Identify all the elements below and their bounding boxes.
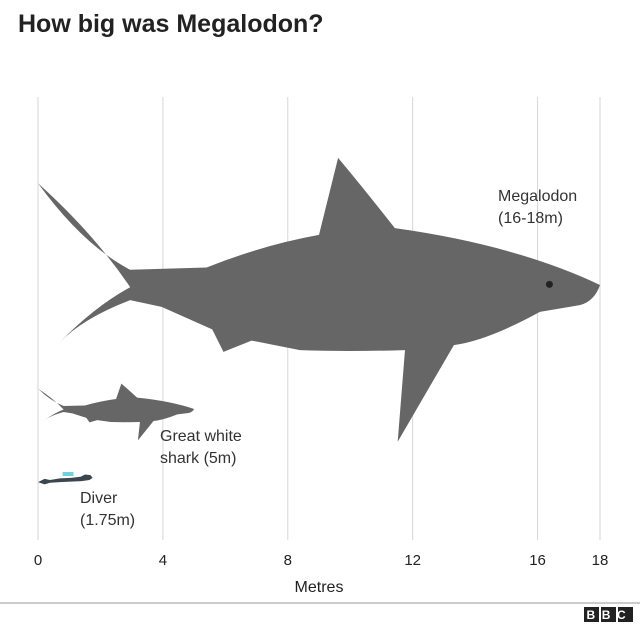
logo-box xyxy=(618,607,633,622)
shark xyxy=(38,157,600,442)
diver-tank xyxy=(62,472,74,476)
shark-eye xyxy=(545,280,553,288)
item-size: (1.75m) xyxy=(80,512,136,529)
item-label: Diver (1.75m) xyxy=(80,488,152,532)
x-tick-label: 12 xyxy=(404,552,421,569)
source-logo: BBC xyxy=(587,608,633,622)
item-name: Great white shark xyxy=(160,428,242,467)
x-axis-label: Metres xyxy=(295,579,344,596)
item-label: Megalodon (16-18m) xyxy=(498,186,598,230)
diver xyxy=(38,474,93,485)
x-tick-label: 0 xyxy=(34,552,42,569)
item-name: Megalodon xyxy=(498,188,578,205)
x-tick-label: 18 xyxy=(592,552,609,569)
logo-box xyxy=(601,607,616,622)
x-tick-label: 8 xyxy=(284,552,292,569)
logo-box xyxy=(584,607,599,622)
chart-title: How big was Megalodon? xyxy=(18,10,324,38)
item-label: Great white shark (5m) xyxy=(160,426,268,470)
item-size: (5m) xyxy=(203,450,237,467)
item-name: Diver xyxy=(80,490,118,507)
item-size: (16-18m) xyxy=(498,210,563,227)
x-tick-label: 4 xyxy=(159,552,167,569)
x-tick-label: 16 xyxy=(529,552,546,569)
shark xyxy=(38,383,195,441)
